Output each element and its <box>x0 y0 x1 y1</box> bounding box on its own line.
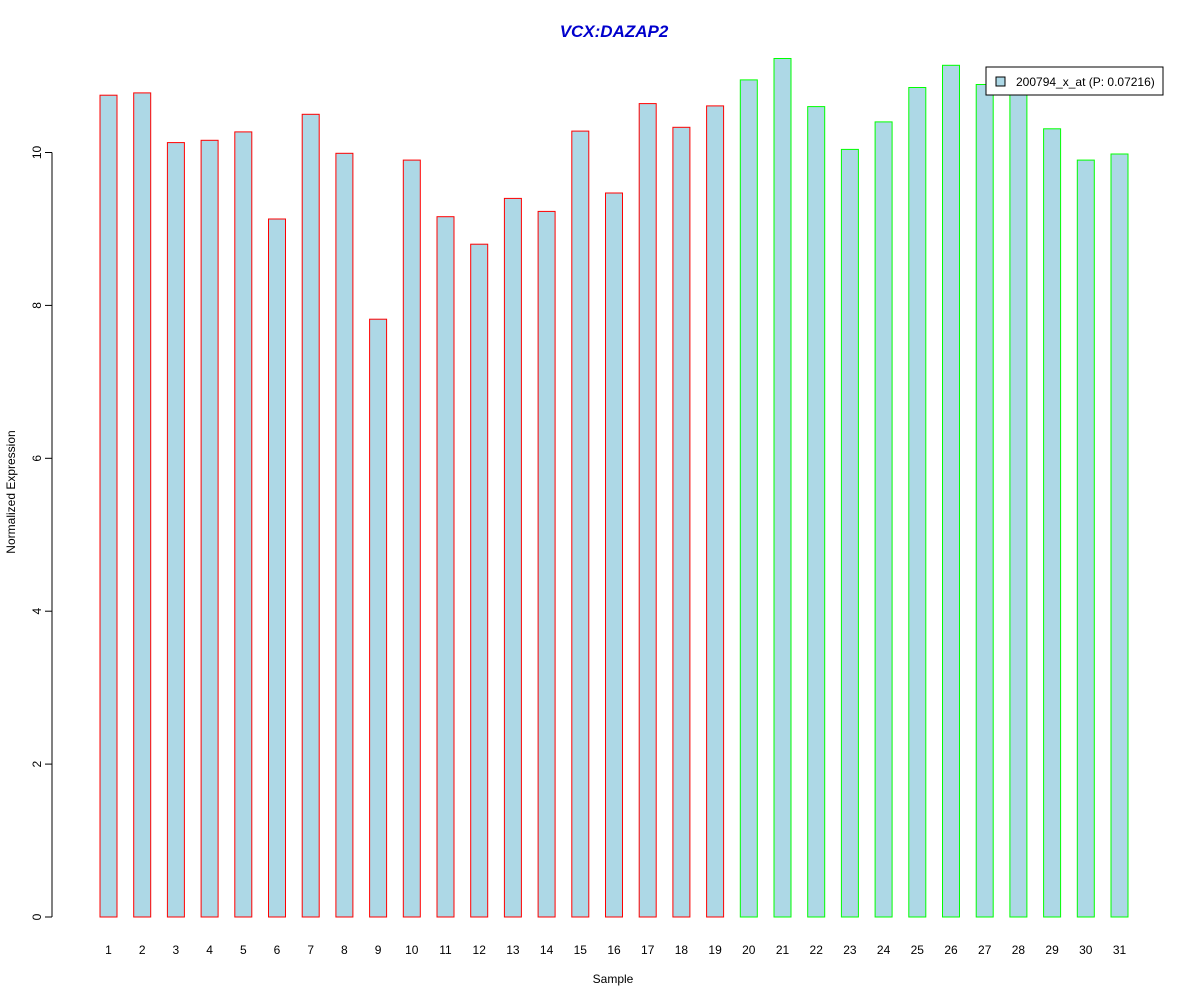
x-tick-label: 27 <box>978 943 992 957</box>
x-tick-label: 13 <box>506 943 520 957</box>
x-tick-label: 16 <box>607 943 621 957</box>
bar-sample-8 <box>335 152 354 918</box>
bar-sample-25 <box>908 87 927 918</box>
bar-sample-20 <box>739 79 758 918</box>
x-tick-label: 29 <box>1045 943 1059 957</box>
bar-sample-19 <box>706 105 725 918</box>
bar-sample-3 <box>166 142 185 918</box>
y-tick-label: 8 <box>30 302 44 309</box>
y-axis: 0 2 4 6 8 10 <box>30 146 53 920</box>
bar-sample-7 <box>301 113 320 918</box>
x-tick-label: 9 <box>375 943 382 957</box>
bar-sample-18 <box>672 126 691 918</box>
bar-sample-12 <box>470 243 489 918</box>
bar-sample-21 <box>773 58 792 918</box>
bar-sample-28 <box>1009 89 1028 918</box>
x-tick-label: 26 <box>944 943 958 957</box>
bar-sample-10 <box>402 159 421 918</box>
bar-sample-16 <box>605 192 623 918</box>
y-tick-label: 0 <box>30 913 44 920</box>
x-tick-label: 1 <box>105 943 112 957</box>
bar-sample-23 <box>840 148 859 918</box>
y-tick-label: 6 <box>30 455 44 462</box>
legend: 200794_x_at (P: 0.07216) <box>985 66 1164 96</box>
y-axis-label: Normalized Expression <box>4 430 18 553</box>
x-tick-label: 23 <box>843 943 857 957</box>
bar-sample-9 <box>369 318 388 918</box>
x-tick-label: 24 <box>877 943 891 957</box>
y-tick-label: 2 <box>30 760 44 767</box>
x-tick-label: 3 <box>173 943 180 957</box>
bar-sample-29 <box>1043 128 1062 918</box>
x-tick-label: 4 <box>206 943 213 957</box>
legend-box <box>985 66 1164 96</box>
bar-sample-4 <box>200 139 219 918</box>
bar-sample-15 <box>571 130 590 918</box>
bar-sample-13 <box>503 197 522 918</box>
x-tick-label: 8 <box>341 943 348 957</box>
y-tick-label: 10 <box>30 146 44 160</box>
x-tick-label: 10 <box>405 943 419 957</box>
x-tick-labels: 1 2 3 4 5 6 7 8 9 10 11 12 13 14 15 16 17 18 19 20 21 22 23 24 2… <box>105 943 1126 957</box>
bar-sample-27 <box>975 84 994 918</box>
bar-sample-14 <box>537 210 556 918</box>
y-tick-label: 4 <box>30 608 44 615</box>
bar-sample-22 <box>807 106 826 918</box>
legend-label: 200794_x_at (P: 0.07216) <box>1016 75 1155 89</box>
x-tick-label: 21 <box>776 943 790 957</box>
x-tick-label: 31 <box>1113 943 1127 957</box>
x-tick-label: 25 <box>911 943 925 957</box>
x-tick-label: 19 <box>708 943 722 957</box>
x-tick-label: 17 <box>641 943 655 957</box>
bar-sample-30 <box>1076 159 1095 918</box>
bar-sample-11 <box>436 216 455 918</box>
x-tick-label: 5 <box>240 943 247 957</box>
legend-swatch <box>995 76 1006 87</box>
bars <box>99 58 1129 918</box>
x-tick-label: 30 <box>1079 943 1093 957</box>
x-tick-label: 14 <box>540 943 554 957</box>
x-tick-label: 15 <box>574 943 588 957</box>
bar-sample-31 <box>1110 153 1129 918</box>
x-tick-label: 22 <box>810 943 824 957</box>
bar-sample-2 <box>133 92 152 918</box>
x-tick-label: 28 <box>1012 943 1026 957</box>
x-tick-label: 11 <box>439 943 452 957</box>
x-tick-label: 6 <box>274 943 281 957</box>
bar-sample-26 <box>942 64 960 918</box>
x-tick-label: 18 <box>675 943 689 957</box>
x-axis-label: Sample <box>593 972 634 986</box>
bar-sample-17 <box>638 103 657 918</box>
x-tick-label: 20 <box>742 943 756 957</box>
bar-sample-24 <box>874 121 893 918</box>
bar-sample-1 <box>99 94 118 918</box>
bar-sample-5 <box>234 131 253 918</box>
x-tick-label: 7 <box>307 943 314 957</box>
bar-sample-6 <box>268 218 286 918</box>
x-tick-label: 2 <box>139 943 146 957</box>
x-tick-label: 12 <box>473 943 487 957</box>
chart-title: VCX:DAZAP2 <box>560 22 669 41</box>
